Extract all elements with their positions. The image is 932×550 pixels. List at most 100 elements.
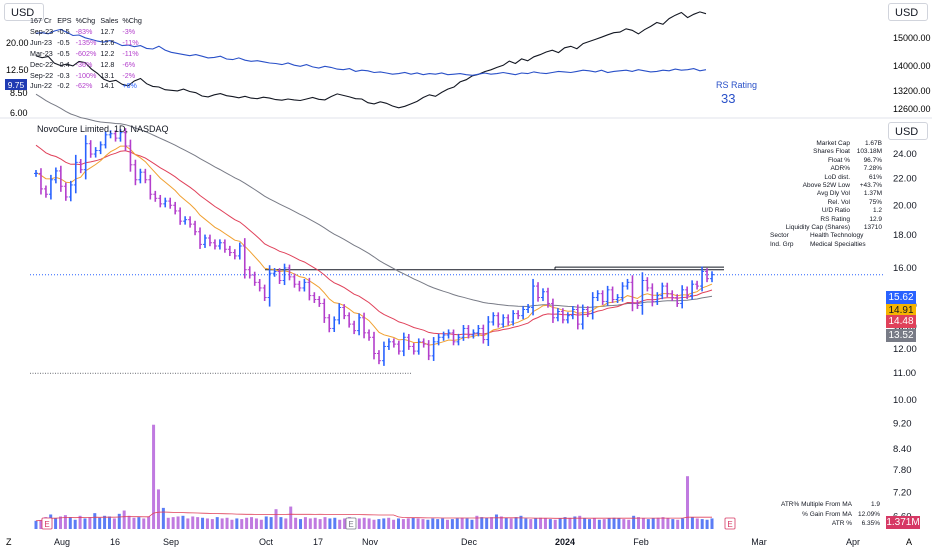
price-bar <box>138 168 143 184</box>
svg-text:8.50: 8.50 <box>10 88 28 98</box>
price-bar <box>277 268 282 284</box>
volume-bar <box>210 519 214 529</box>
currency-button-right-top[interactable]: USD <box>888 3 928 21</box>
price-bar <box>630 275 635 312</box>
earnings-marker[interactable]: E <box>345 517 357 530</box>
atr-row: ATR% Multiple From MA 1.9 <box>780 501 880 508</box>
volume-bar <box>568 517 572 529</box>
earnings-marker[interactable]: E <box>724 517 736 530</box>
price-bar <box>88 140 93 158</box>
price-bar <box>590 292 595 320</box>
volume-bar <box>607 518 611 529</box>
price-tick-label: 16.00 <box>893 263 917 274</box>
volume-bar <box>156 489 160 529</box>
price-bar <box>133 159 138 186</box>
rs-right-axis: 15000.00 14000.00 13200.00 12600.00 <box>893 33 931 114</box>
price-bar <box>401 332 406 357</box>
volume-bar <box>602 519 606 529</box>
price-bar <box>287 264 292 281</box>
price-bar <box>655 292 660 306</box>
price-bar <box>391 338 396 348</box>
volume-bar <box>480 517 484 529</box>
price-bar <box>38 168 43 195</box>
auto-scale-button[interactable]: A <box>906 537 912 547</box>
price-bar <box>521 306 526 320</box>
volume-bar <box>534 518 538 529</box>
price-bar <box>242 238 247 279</box>
volume-bar <box>455 518 459 529</box>
volume-bar <box>147 516 151 529</box>
price-bar <box>670 290 675 302</box>
volume-bar <box>671 519 675 529</box>
volume-bar <box>367 518 371 529</box>
metric-row: Float % 96.7% <box>827 156 882 164</box>
price-bar <box>43 185 48 198</box>
volume-bar <box>690 517 694 529</box>
price-bar <box>342 304 347 320</box>
time-axis[interactable]: Aug 16 Sep Oct 17 Nov Dec 2024 Feb Mar Apr <box>54 537 860 547</box>
volume-bar <box>264 516 268 529</box>
price-bar <box>615 294 620 303</box>
price-bar <box>406 333 411 350</box>
svg-text:9.75: 9.75 <box>8 80 25 90</box>
metric-row: ADR% 7.28% <box>830 165 882 173</box>
volume-bar <box>215 517 219 529</box>
volume-bar <box>450 519 454 529</box>
price-bar <box>168 197 173 209</box>
price-bar <box>471 329 476 339</box>
price-bar <box>302 278 307 292</box>
price-bar <box>58 165 63 192</box>
volume-bars <box>34 424 714 529</box>
volume-bar <box>98 517 102 529</box>
price-bar <box>118 129 123 142</box>
currency-button-left[interactable]: USD <box>4 3 44 21</box>
price-bar <box>257 278 262 292</box>
price-bar <box>486 316 491 346</box>
price-bar <box>48 174 53 200</box>
time-tick-label: 16 <box>110 537 120 547</box>
price-bar <box>282 263 287 286</box>
price-bar <box>352 320 357 335</box>
price-bar <box>635 300 640 309</box>
price-bar <box>327 314 332 333</box>
price-tick-label: 18.00 <box>893 230 917 241</box>
price-bar <box>63 182 68 201</box>
svg-text:E: E <box>44 520 49 529</box>
ma10-price-tag: 14.91 <box>886 304 916 317</box>
price-bar <box>461 325 466 341</box>
time-tick-label: Aug <box>54 537 70 547</box>
volume-bar <box>63 515 67 529</box>
volume-bar <box>83 518 87 529</box>
price-bar <box>148 174 153 200</box>
currency-button-right-main[interactable]: USD <box>888 122 928 140</box>
volume-bar <box>686 476 690 529</box>
price-bar <box>232 249 237 260</box>
resistance-lines <box>265 266 724 271</box>
volume-bar <box>529 519 533 529</box>
volume-bar <box>142 518 146 529</box>
volume-bar <box>250 517 254 529</box>
volume-bar <box>39 520 43 529</box>
price-bar <box>227 245 232 257</box>
volume-bar <box>245 517 249 529</box>
volume-bar <box>181 515 185 529</box>
volume-bar <box>73 519 77 529</box>
volume-bar <box>494 514 498 529</box>
price-bar <box>511 310 516 326</box>
time-tick-label: Feb <box>633 537 649 547</box>
volume-bar <box>426 519 430 529</box>
earnings-marker[interactable]: E <box>41 517 53 530</box>
volume-bar <box>308 518 312 529</box>
price-bar <box>555 308 560 322</box>
volume-bar <box>161 507 165 529</box>
fundamentals-row: Jun-23 -0.5 -135% 12.6 -11% <box>30 37 139 47</box>
metric-row: Shares Float 103.18M <box>813 148 882 156</box>
volume-tag: 1.371M <box>886 516 920 529</box>
volume-bar <box>58 516 62 529</box>
zoom-label[interactable]: Z <box>6 537 12 547</box>
price-bar <box>367 329 372 341</box>
price-bar <box>163 197 168 208</box>
svg-text:20.00: 20.00 <box>6 38 29 48</box>
price-bar <box>337 303 342 325</box>
